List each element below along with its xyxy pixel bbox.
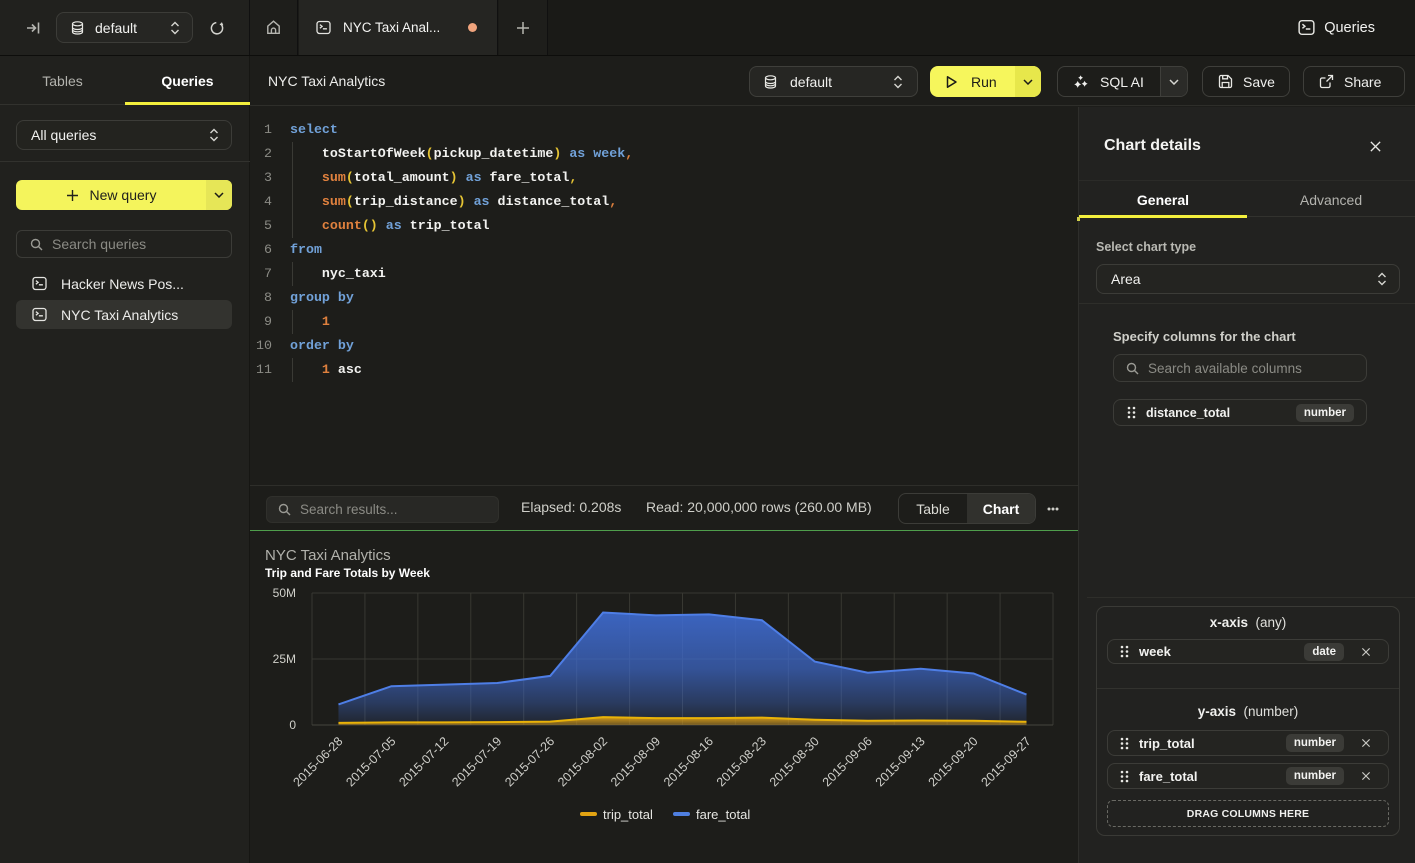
svg-text:2015-08-09: 2015-08-09 (608, 734, 663, 789)
svg-text:2015-06-28: 2015-06-28 (290, 734, 345, 789)
svg-text:2015-09-06: 2015-09-06 (820, 734, 875, 789)
svg-text:2015-07-19: 2015-07-19 (449, 734, 504, 789)
svg-text:2015-08-30: 2015-08-30 (767, 734, 822, 789)
svg-text:trip_total: trip_total (603, 807, 653, 822)
svg-text:2015-09-27: 2015-09-27 (979, 734, 1034, 789)
svg-text:50M: 50M (273, 586, 296, 600)
svg-text:2015-08-16: 2015-08-16 (661, 734, 716, 789)
svg-text:2015-07-26: 2015-07-26 (502, 734, 557, 789)
svg-text:2015-07-05: 2015-07-05 (343, 734, 398, 789)
svg-text:fare_total: fare_total (696, 807, 750, 822)
svg-text:2015-09-13: 2015-09-13 (873, 734, 928, 789)
svg-text:2015-09-20: 2015-09-20 (926, 734, 981, 789)
svg-text:0: 0 (289, 718, 296, 732)
svg-text:2015-07-12: 2015-07-12 (396, 734, 451, 789)
svg-text:25M: 25M (273, 652, 296, 666)
svg-text:2015-08-23: 2015-08-23 (714, 734, 769, 789)
svg-text:2015-08-02: 2015-08-02 (555, 734, 610, 789)
